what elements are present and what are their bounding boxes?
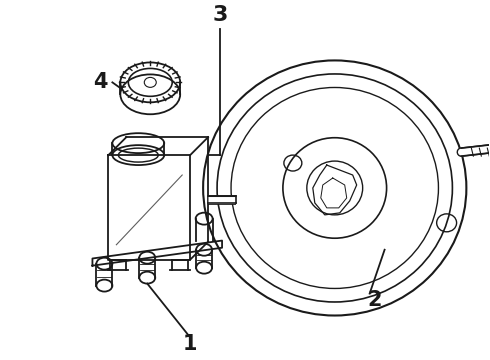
Text: 1: 1 bbox=[183, 334, 197, 354]
Text: 4: 4 bbox=[93, 72, 108, 93]
Text: 3: 3 bbox=[212, 5, 228, 24]
Text: 2: 2 bbox=[368, 289, 382, 310]
